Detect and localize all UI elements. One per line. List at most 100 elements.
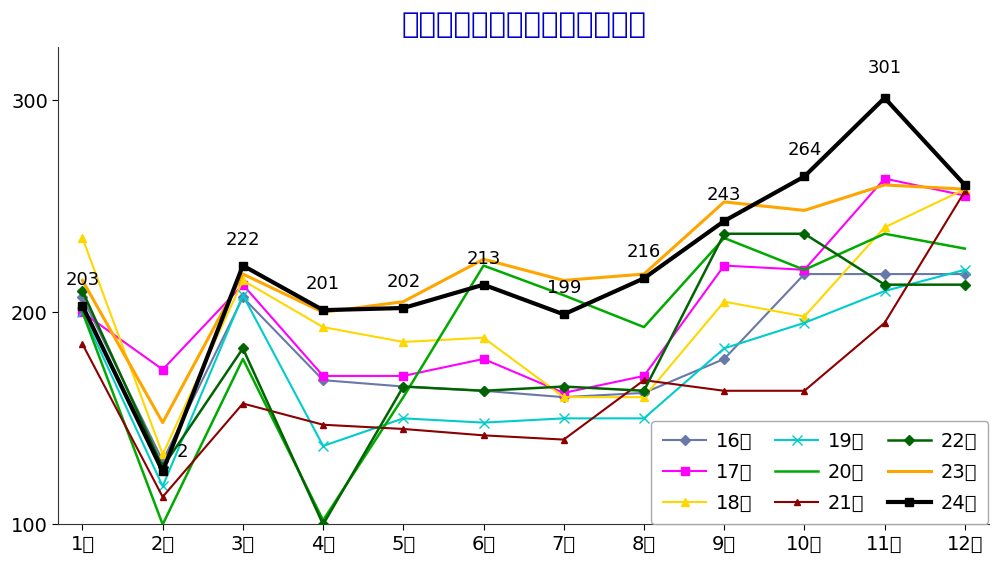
- 17年: [798, 267, 810, 273]
- Text: 203: 203: [65, 271, 100, 289]
- 20年: [157, 521, 169, 528]
- Line: 21年: 21年: [79, 188, 968, 501]
- 22年: [558, 383, 570, 390]
- 19年: [718, 345, 730, 352]
- 24年: [959, 181, 971, 188]
- Text: 301: 301: [868, 59, 902, 77]
- 20年: [798, 267, 810, 273]
- Text: 222: 222: [226, 231, 260, 249]
- 23年: [397, 298, 409, 305]
- Line: 24年: 24年: [78, 94, 969, 476]
- 24年: [638, 275, 650, 282]
- 23年: [798, 207, 810, 214]
- 17年: [76, 309, 88, 316]
- Line: 20年: 20年: [82, 234, 965, 524]
- 16年: [237, 294, 249, 301]
- Text: 201: 201: [306, 275, 340, 293]
- 17年: [959, 192, 971, 199]
- 24年: [317, 307, 329, 314]
- 19年: [397, 415, 409, 421]
- 22年: [879, 281, 891, 288]
- 19年: [959, 267, 971, 273]
- 20年: [879, 231, 891, 237]
- Line: 22年: 22年: [79, 231, 968, 528]
- Line: 23年: 23年: [82, 185, 965, 423]
- 18年: [959, 186, 971, 193]
- 23年: [237, 271, 249, 277]
- 24年: [478, 281, 490, 288]
- 24年: [798, 173, 810, 180]
- 23年: [638, 271, 650, 277]
- 20年: [397, 394, 409, 401]
- 17年: [317, 372, 329, 379]
- 18年: [558, 394, 570, 401]
- 16年: [638, 389, 650, 396]
- 18年: [76, 234, 88, 241]
- 17年: [718, 262, 730, 269]
- 16年: [558, 394, 570, 401]
- 23年: [76, 277, 88, 284]
- 17年: [397, 372, 409, 379]
- 19年: [237, 292, 249, 299]
- 20年: [317, 517, 329, 524]
- 21年: [397, 425, 409, 432]
- 17年: [237, 281, 249, 288]
- 24年: [879, 94, 891, 101]
- 16年: [879, 271, 891, 277]
- 20年: [76, 309, 88, 316]
- Title: 乘联会狭义乘用车月度生产走势: 乘联会狭义乘用车月度生产走势: [401, 11, 646, 39]
- Text: 264: 264: [787, 141, 822, 159]
- 20年: [718, 234, 730, 241]
- 18年: [879, 224, 891, 231]
- Text: 243: 243: [707, 186, 741, 204]
- 18年: [157, 451, 169, 458]
- 16年: [478, 388, 490, 394]
- 22年: [718, 231, 730, 237]
- 17年: [558, 389, 570, 396]
- 16年: [959, 271, 971, 277]
- 19年: [317, 442, 329, 449]
- 21年: [76, 341, 88, 347]
- 22年: [478, 388, 490, 394]
- 20年: [478, 262, 490, 269]
- 20年: [638, 324, 650, 331]
- 21年: [237, 400, 249, 407]
- 22年: [237, 345, 249, 352]
- 22年: [397, 383, 409, 390]
- Text: 202: 202: [386, 273, 420, 291]
- 22年: [317, 521, 329, 528]
- 16年: [718, 355, 730, 362]
- 22年: [638, 388, 650, 394]
- Text: 213: 213: [466, 250, 501, 268]
- 23年: [478, 256, 490, 263]
- 24年: [237, 262, 249, 269]
- 18年: [317, 324, 329, 331]
- 21年: [718, 388, 730, 394]
- 22年: [157, 464, 169, 471]
- Text: 2: 2: [177, 443, 189, 461]
- 19年: [558, 415, 570, 421]
- Text: 199: 199: [547, 280, 581, 297]
- 20年: [959, 245, 971, 252]
- 16年: [317, 377, 329, 384]
- 20年: [558, 292, 570, 299]
- 19年: [638, 415, 650, 421]
- 17年: [879, 175, 891, 182]
- 21年: [478, 432, 490, 439]
- 23年: [317, 309, 329, 316]
- 22年: [798, 231, 810, 237]
- 24年: [76, 302, 88, 309]
- 19年: [478, 419, 490, 426]
- 16年: [397, 383, 409, 390]
- 23年: [959, 186, 971, 193]
- 18年: [237, 277, 249, 284]
- 21年: [317, 421, 329, 428]
- 18年: [397, 338, 409, 345]
- 23年: [558, 277, 570, 284]
- 17年: [157, 366, 169, 373]
- 22年: [76, 288, 88, 294]
- 23年: [879, 181, 891, 188]
- 21年: [959, 188, 971, 195]
- 19年: [157, 483, 169, 490]
- 24年: [157, 468, 169, 475]
